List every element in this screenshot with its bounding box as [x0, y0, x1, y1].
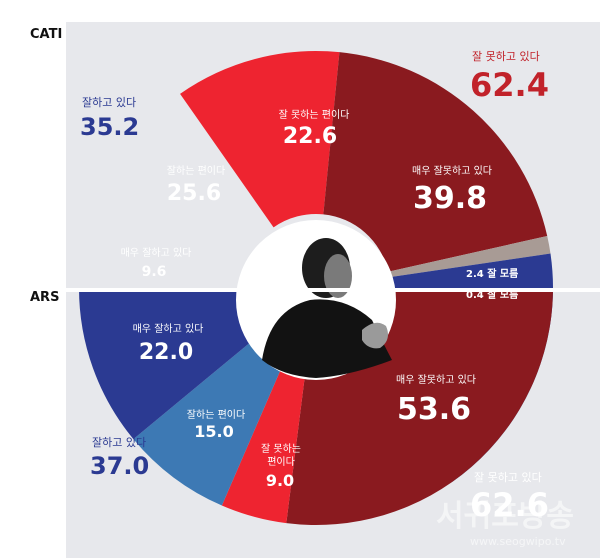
ars-bad-total-label: 잘 못하고 있다 — [474, 470, 542, 484]
ars-slice-label-somewhat-bad-1: 잘 못하는 — [261, 442, 301, 455]
cati-good-total-value: 35.2 — [80, 113, 139, 141]
cati-slice-3 — [388, 235, 551, 278]
left-margin — [0, 22, 66, 558]
center-photo — [236, 220, 396, 380]
cati-slice-value-somewhat-good: 25.6 — [167, 181, 221, 206]
ars-slice-4 — [133, 335, 287, 506]
ars-slice-value-somewhat-good: 15.0 — [194, 422, 233, 441]
cati-slice-2 — [323, 52, 548, 272]
ars-slice-value-very-good: 22.0 — [139, 340, 193, 365]
cati-bad-total-value: 62.4 — [470, 66, 549, 104]
ars-bad-total-value: 62.6 — [470, 486, 549, 524]
ars-slice-5 — [79, 288, 259, 440]
ars-good-total-label: 잘하고 있다 — [92, 435, 146, 449]
cati-slice-label-very-good: 매우 잘하고 있다 — [121, 246, 192, 259]
ars-slice-label-somewhat-good: 잘하는 편이다 — [187, 408, 245, 421]
watermark-logo: 서귀포방송 — [436, 499, 574, 534]
ars-slice-label-very-bad: 매우 잘못하고 있다 — [396, 373, 476, 386]
ars-slice-label-very-good: 매우 잘하고 있다 — [133, 322, 204, 335]
cati-slice-label-dont-know: 2.4 잘 모름 — [466, 268, 518, 280]
cati-slice-label-somewhat-bad: 잘 못하는 편이다 — [279, 108, 350, 121]
ars-slice-label-dont-know: 0.4 잘 모름 — [466, 289, 518, 301]
cati-slice-value-somewhat-bad: 22.6 — [283, 124, 337, 149]
watermark-url: www.seogwipo.tv — [470, 535, 566, 548]
ars-panel-label: ARS — [30, 290, 59, 305]
ars-slice-2 — [286, 288, 553, 525]
person-photo-icon — [262, 238, 392, 378]
ars-slice-3 — [221, 355, 307, 524]
cati-slice-label-very-bad: 매우 잘못하고 있다 — [412, 164, 492, 177]
cati-slice-1 — [180, 51, 340, 228]
cati-slice-value-very-bad: 39.8 — [413, 181, 487, 216]
cati-slice-value-very-good: 9.6 — [142, 264, 167, 280]
cati-good-total-label: 잘하고 있다 — [82, 95, 136, 109]
ars-good-total-value: 37.0 — [90, 452, 149, 480]
ars-slice-value-very-bad: 53.6 — [397, 392, 471, 427]
ars-slice-value-somewhat-bad: 9.0 — [266, 471, 294, 490]
cati-slice-label-somewhat-good: 잘하는 편이다 — [167, 164, 225, 177]
cati-bad-total-label: 잘 못하고 있다 — [472, 49, 540, 63]
cati-panel-label: CATI — [30, 27, 62, 42]
ars-slice-label-somewhat-bad-2: 편이다 — [267, 456, 295, 468]
